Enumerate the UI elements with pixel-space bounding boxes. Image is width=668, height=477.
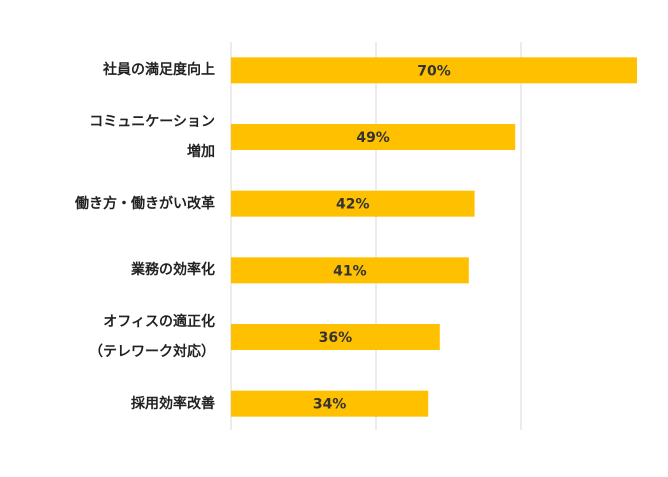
bar [231,124,516,150]
value-label: 42% [336,197,370,213]
value-label: 49% [356,130,390,146]
value-label: 70% [417,63,451,79]
y-tick-label: 業務の効率化 [131,262,215,279]
bar [231,57,637,84]
y-tick-label: 働き方・働きがい改革 [75,195,215,212]
bar [231,390,429,417]
value-label: 36% [319,330,353,346]
bar [231,257,469,284]
y-tick-label: コミュニケーション 増加 [89,114,215,160]
value-label: 34% [313,397,347,413]
y-tick-label: 採用効率改善 [131,395,215,412]
bar [231,324,440,350]
bar [231,190,475,217]
y-tick-label: オフィスの適正化 （テレワーク対応） [89,314,215,360]
value-label: 41% [333,263,367,279]
y-tick-label: 社員の満足度向上 [103,62,215,79]
